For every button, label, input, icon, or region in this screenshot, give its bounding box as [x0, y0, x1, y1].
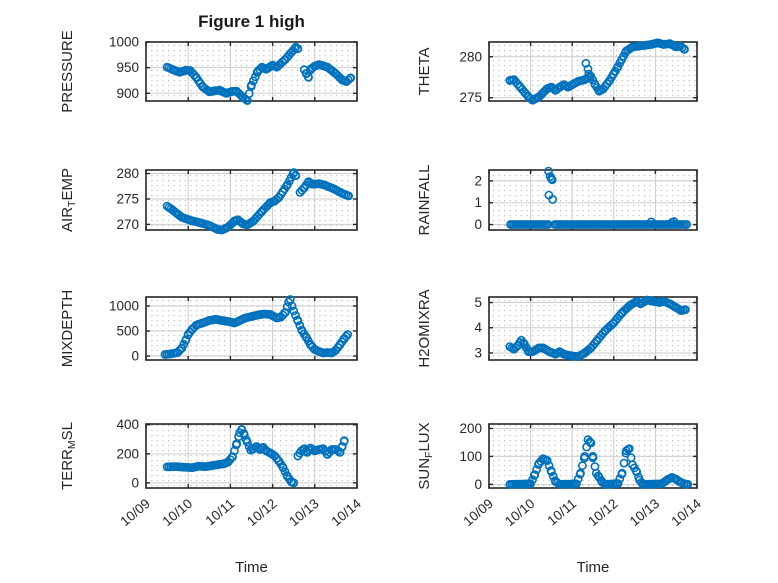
y-tick-label: 1000 — [109, 35, 139, 50]
subplot-air-temp: 270 275 280 AIRT​EMP — [59, 166, 358, 235]
y-tick-label: 5 — [474, 295, 482, 310]
tick-marks — [145, 297, 358, 360]
y-tick-labels: 270 275 280 — [116, 166, 139, 232]
subplot-theta: 275 280 THETA — [416, 38, 698, 105]
tick-marks — [145, 424, 358, 488]
y-tick-label: 270 — [116, 217, 139, 232]
scatter-series — [505, 295, 690, 361]
y-tick-label: 275 — [116, 191, 139, 206]
scatter-series — [505, 38, 689, 105]
y-tick-label: 4 — [474, 320, 482, 335]
y-axis-label: TERRM​SL — [59, 422, 78, 490]
x-axis-label: Time — [577, 559, 610, 576]
y-tick-label: 280 — [459, 49, 482, 64]
subplot-sun-flux: 0 100 200 10/09 10/10 10/11 10/12 10/13 10/14 Tim… — [416, 421, 704, 576]
y-tick-labels: 275 280 — [459, 49, 482, 105]
scatter-series — [505, 435, 693, 489]
y-tick-labels: 900 950 1000 — [109, 35, 139, 101]
x-tick-label: 10/10 — [502, 496, 538, 529]
x-tick-label: 10/14 — [328, 496, 364, 530]
x-tick-labels: 10/09 10/10 10/11 10/12 10/13 10/14 — [117, 496, 364, 530]
x-tick-label: 10/13 — [627, 496, 663, 529]
axes-box — [145, 296, 358, 361]
x-tick-label: 10/09 — [460, 496, 496, 529]
x-tick-labels: 10/09 10/10 10/11 10/12 10/13 10/14 — [460, 496, 704, 530]
minor-grid — [147, 425, 356, 487]
y-tick-label: 275 — [459, 90, 482, 105]
y-tick-label: 200 — [459, 421, 482, 436]
y-tick-labels: 0 200 400 — [116, 417, 139, 490]
scatter-series — [162, 168, 353, 235]
y-tick-label: 500 — [116, 324, 139, 339]
y-tick-label: 3 — [474, 345, 482, 360]
x-tick-label: 10/14 — [668, 496, 704, 530]
axes-box — [488, 41, 698, 102]
tick-marks — [488, 170, 698, 230]
y-tick-labels: 0 500 1000 — [109, 299, 139, 364]
scatter-series — [506, 166, 691, 229]
y-tick-label: 1000 — [109, 299, 139, 314]
y-axis-label: PRESSURE — [59, 30, 76, 113]
x-tick-label: 10/10 — [160, 496, 196, 529]
y-tick-labels: 3 4 5 — [474, 295, 482, 360]
y-tick-label: 0 — [474, 217, 482, 232]
x-tick-label: 10/12 — [244, 496, 280, 529]
subplot-rainfall: 0 1 2 RAINFALL — [416, 165, 698, 236]
y-axis-label: AIRT​EMP — [59, 168, 78, 232]
x-tick-label: 10/11 — [544, 496, 579, 529]
axes-box — [488, 296, 698, 361]
subplot-mixdepth: 0 500 1000 MIXDEPTH — [59, 290, 358, 368]
scatter-series — [162, 424, 349, 488]
y-tick-label: 2 — [474, 173, 482, 188]
y-tick-label: 0 — [474, 477, 482, 492]
y-axis-label: MIXDEPTH — [59, 290, 76, 368]
y-tick-label: 0 — [131, 349, 139, 364]
x-axis-label: Time — [235, 559, 268, 576]
y-tick-label: 100 — [459, 449, 482, 464]
y-axis-label: RAINFALL — [416, 165, 433, 236]
x-tick-label: 10/09 — [117, 496, 153, 529]
y-tick-label: 950 — [116, 60, 139, 75]
y-axis-label: SUNF​LUX — [416, 422, 435, 489]
y-tick-label: 900 — [116, 86, 139, 101]
y-tick-label: 200 — [116, 446, 139, 461]
subplot-pressure: 900 950 1000 PRESSURE — [59, 30, 358, 113]
figure-title: Figure 1 high — [198, 12, 305, 31]
x-tick-label: 10/11 — [203, 496, 238, 529]
axes-box — [145, 423, 358, 489]
tick-marks — [488, 42, 698, 101]
y-tick-label: 0 — [131, 475, 139, 490]
y-axis-label: H2OMIXRA — [416, 289, 433, 367]
subplot-h2omixra: 3 4 5 H2OMIXRA — [416, 289, 698, 368]
axes-box — [488, 169, 698, 231]
tick-marks — [145, 41, 358, 101]
y-axis-label: THETA — [416, 47, 433, 95]
axes-box — [145, 169, 358, 231]
x-tick-label: 10/13 — [286, 496, 322, 529]
y-tick-labels: 0 1 2 — [474, 173, 482, 232]
subplot-terr-msl: 0 200 400 10/09 10/10 10/11 10/12 10/13 10/14 Tim… — [59, 417, 364, 576]
x-tick-label: 10/12 — [585, 496, 621, 529]
scatter-series — [160, 295, 353, 359]
y-tick-label: 400 — [116, 417, 139, 432]
y-tick-label: 1 — [474, 195, 482, 210]
scatter-series — [162, 42, 356, 105]
y-tick-label: 280 — [116, 166, 139, 181]
y-tick-labels: 0 100 200 — [459, 421, 482, 492]
